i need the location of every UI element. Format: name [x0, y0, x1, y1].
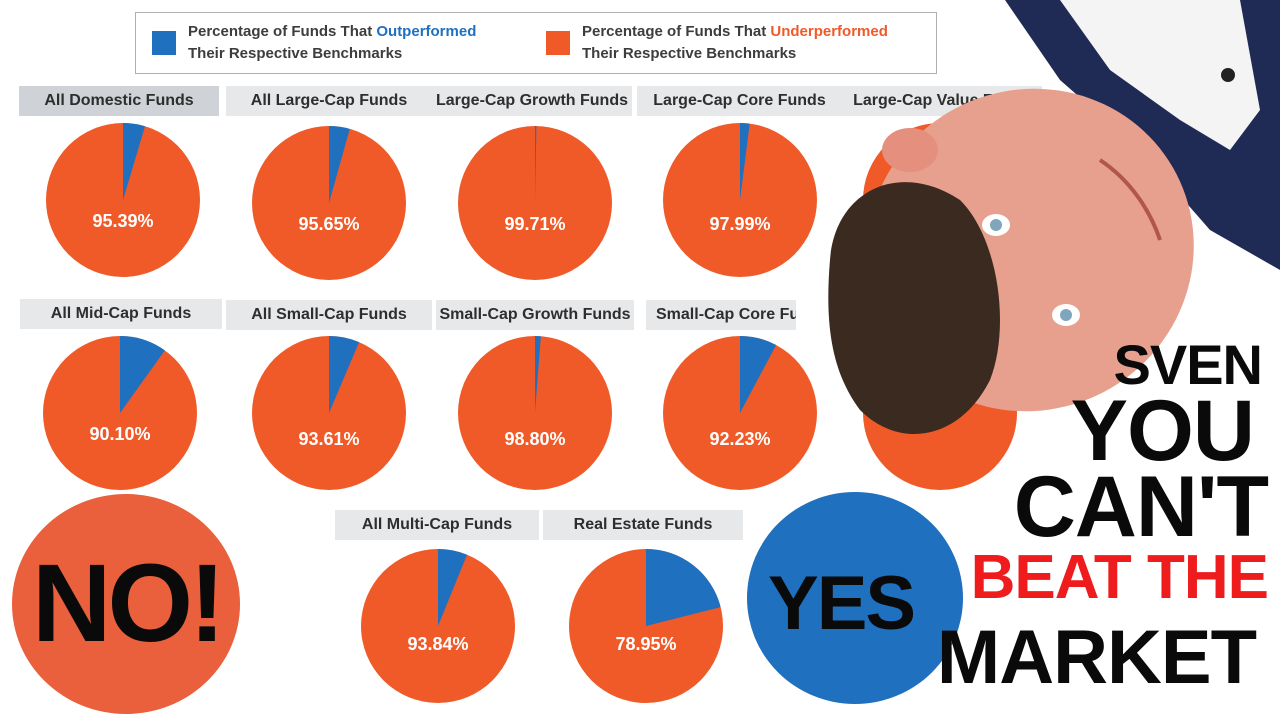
pie-slice-outperformed: [438, 549, 468, 626]
no-text: NO!: [32, 542, 226, 665]
chart-legend: Percentage of Funds That Outperformed Th…: [135, 12, 937, 74]
legend-line2: Their Respective Benchmarks: [188, 45, 403, 62]
pie-data-label: 97.99%: [709, 214, 770, 234]
pie-chart: 93.84%: [361, 549, 515, 703]
pie-slice-outperformed: [740, 336, 777, 413]
pie-chart: 90.10%: [43, 336, 197, 490]
yes-text: YES: [768, 561, 916, 646]
legend-highlight-underperformed: Underperformed: [770, 23, 888, 40]
pie-title: All Mid-Cap Funds: [20, 299, 222, 329]
legend-highlight-outperformed: Outperformed: [376, 23, 477, 40]
pie-title: Small-Cap Growth Funds: [436, 300, 634, 330]
pie-slice-outperformed: [123, 123, 145, 200]
pie-data-label: 93.61%: [298, 429, 359, 449]
pie-title: All Small-Cap Funds: [226, 300, 432, 330]
pie-chart: 95.39%: [46, 123, 200, 277]
pie-data-label: 93.84%: [407, 634, 468, 654]
pie-slice-outperformed: [646, 549, 721, 626]
title-line-cant: CAN'T: [1013, 459, 1269, 555]
pie-title: Small-Cap Core Fu: [646, 300, 796, 330]
legend-item-underperformed: Percentage of Funds That Underperformed …: [546, 21, 888, 65]
legend-item-outperformed: Percentage of Funds That Outperformed Th…: [152, 21, 476, 65]
pie-data-label: 99.71%: [504, 214, 565, 234]
legend-swatch-outperformed: [152, 31, 176, 55]
pie-chart: [863, 123, 1017, 277]
title-line-sven: SVEN: [1113, 333, 1263, 396]
pie-chart: 78.95%: [569, 549, 723, 703]
pie-slice-outperformed: [329, 126, 350, 203]
pie-chart: 95.65%: [252, 126, 406, 280]
pie-data-label: 95.39%: [92, 211, 153, 231]
legend-prefix: Percentage of Funds That: [582, 23, 771, 40]
pie-chart: 92.23%: [663, 336, 817, 490]
pie-chart: 93.61%: [252, 336, 406, 490]
pie-slice-outperformed: [535, 336, 541, 413]
pie-data-label: 95.65%: [298, 214, 359, 234]
pie-slice-outperformed: [329, 336, 360, 413]
pie-title: Large-Cap Core Funds: [637, 86, 842, 116]
pie-chart: 98.80%: [458, 336, 612, 490]
pie-data-label: 90.10%: [89, 424, 150, 444]
pie-chart: 97.99%: [663, 123, 817, 277]
pie-slice-outperformed: [120, 336, 165, 413]
title-line-beat-the: BEAT THE: [970, 543, 1269, 612]
pie-data-label: 98.80%: [504, 429, 565, 449]
legend-prefix: Percentage of Funds That: [188, 23, 377, 40]
pie-slice-outperformed: [535, 126, 537, 203]
pie-data-label: 78.95%: [615, 634, 676, 654]
pie-data-label: 92.23%: [709, 429, 770, 449]
legend-swatch-underperformed: [546, 31, 570, 55]
pie-title: All Multi-Cap Funds: [335, 510, 539, 540]
pie-chart: 99.71%: [458, 126, 612, 280]
pie-chart: [863, 336, 1017, 490]
pie-slice-outperformed: [740, 123, 750, 200]
pie-title: Large-Cap Growth Funds: [432, 86, 632, 116]
pie-title: Real Estate Funds: [543, 510, 743, 540]
pie-title: All Domestic Funds: [19, 86, 219, 116]
pie-title: All Large-Cap Funds: [226, 86, 432, 116]
title-line-market: MARKET: [936, 615, 1257, 700]
title-line-you: YOU: [1070, 383, 1255, 479]
legend-line2: Their Respective Benchmarks: [582, 45, 797, 62]
